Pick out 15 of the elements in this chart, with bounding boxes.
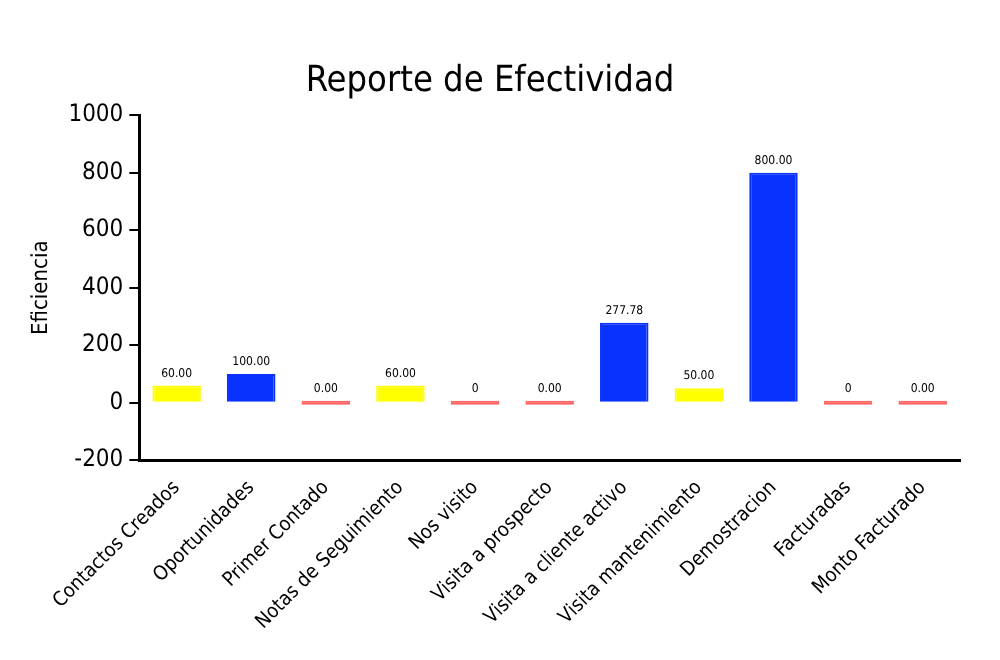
y-tick-label: 600 [82,214,124,243]
y-tick-label: 0 [109,386,124,415]
bar [674,388,724,402]
y-tick-label: 1000 [68,99,124,128]
y-tick-label: 400 [82,271,124,300]
bar [227,373,276,402]
y-tick-label: -200 [74,444,124,473]
chart-title: Reporte de Efectividad [305,58,675,101]
y-tick-label: 800 [82,156,124,185]
bar [600,322,649,402]
y-axis-title: Eficiencia [26,240,53,335]
bar [152,385,201,402]
bar [376,385,425,402]
bar [749,172,798,402]
y-tick-label: 200 [82,329,124,358]
